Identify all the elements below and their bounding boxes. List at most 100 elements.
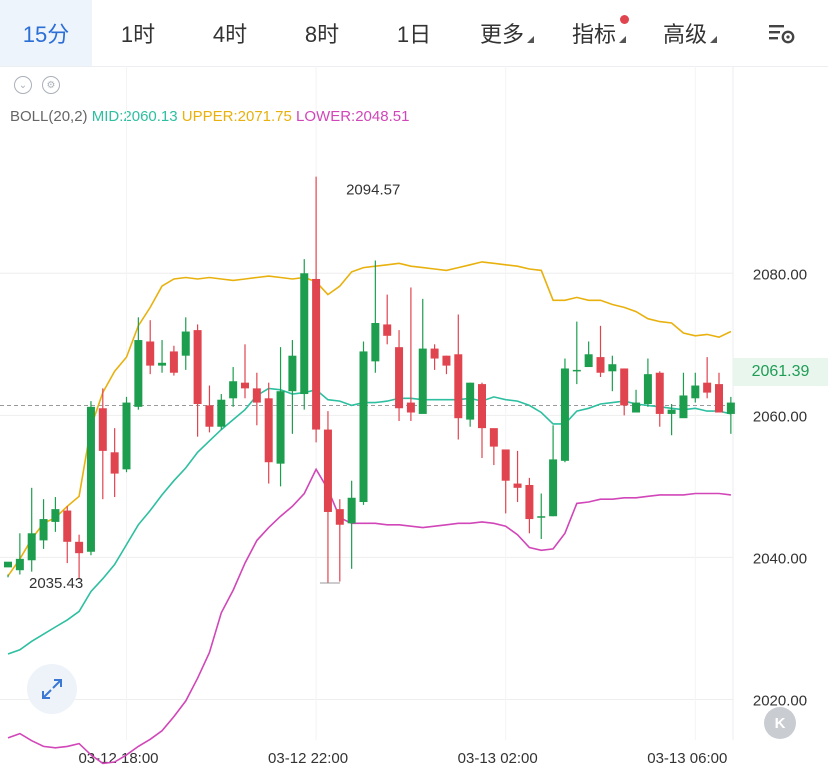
candle-up <box>86 406 95 552</box>
candle-up <box>347 497 356 524</box>
tab-1d[interactable]: 1日 <box>368 0 460 66</box>
candle-down <box>596 357 605 373</box>
candle-down <box>98 408 107 451</box>
candle-up <box>134 340 143 407</box>
candle-up <box>537 516 546 518</box>
min-price-label: 2035.43 <box>29 575 83 592</box>
candle-up <box>572 369 581 372</box>
expand-arrows-icon <box>42 679 62 699</box>
indicator-settings-icon[interactable]: ⚙ <box>42 76 60 94</box>
tab-15min[interactable]: 15分 <box>0 0 92 66</box>
candle-up <box>608 364 617 372</box>
dropdown-triangle-icon <box>710 36 717 43</box>
candle-up <box>27 533 36 561</box>
boll-name: BOLL(20,2) <box>10 108 88 125</box>
y-tick-label: 2080.00 <box>753 266 807 283</box>
candle-down <box>146 341 155 366</box>
candle-down <box>264 398 273 463</box>
candle-up <box>549 459 558 517</box>
tab-label: 1日 <box>396 22 432 47</box>
dropdown-triangle-icon <box>527 36 534 43</box>
y-tick-label: 2060.00 <box>753 408 807 425</box>
y-tick-label: 2020.00 <box>753 693 807 710</box>
boll-lower: LOWER:2048.51 <box>296 108 410 125</box>
kline-letter-icon: K <box>774 714 786 732</box>
candle-down <box>323 429 332 512</box>
candle-up <box>418 348 427 414</box>
tab-more[interactable]: 更多 <box>460 0 554 66</box>
candle-down <box>335 509 344 525</box>
candle-up <box>679 395 688 419</box>
candle-down <box>241 382 249 389</box>
candle-down <box>383 324 392 336</box>
tab-label: 1时 <box>120 22 156 47</box>
candle-up <box>643 374 652 404</box>
notification-dot-icon <box>620 15 629 24</box>
candle-down <box>442 355 451 366</box>
candle-up <box>726 402 735 414</box>
candle-up <box>288 355 297 392</box>
x-tick-label: 03-12 18:00 <box>78 750 158 767</box>
candle-up <box>691 385 700 399</box>
boll-mid-line <box>7 387 732 655</box>
indicator-controls: ⌄ ⚙ <box>14 76 60 94</box>
fullscreen-button[interactable] <box>27 664 77 714</box>
collapse-icon[interactable]: ⌄ <box>14 76 32 94</box>
tab-indicators[interactable]: 指标 <box>554 0 644 66</box>
x-tick-label: 03-13 02:00 <box>458 750 538 767</box>
candle-up <box>217 399 226 427</box>
candle-down <box>454 354 463 419</box>
candle-up <box>15 558 24 571</box>
candle-down <box>525 484 534 520</box>
kline-mode-button[interactable]: K <box>764 707 796 739</box>
tab-label: 指标 <box>571 22 616 47</box>
candle-down <box>75 541 84 554</box>
candle-down <box>205 405 214 427</box>
candle-up <box>560 368 569 461</box>
tab-label: 4时 <box>212 22 248 47</box>
candle-down <box>703 382 712 393</box>
candle-down <box>252 388 261 403</box>
last-price-tag: 2061.39 <box>733 358 828 386</box>
candle-down <box>395 347 404 409</box>
candle-up <box>466 382 475 420</box>
candle-down <box>715 384 723 413</box>
candle-up <box>371 323 380 362</box>
candle-up <box>667 409 676 414</box>
tab-label: 15分 <box>22 22 70 47</box>
tab-1h[interactable]: 1时 <box>92 0 184 66</box>
tab-label: 更多 <box>479 22 524 47</box>
boll-upper-line <box>7 261 732 577</box>
candle-down <box>513 483 522 488</box>
x-tick-label: 03-13 06:00 <box>647 750 727 767</box>
chart-settings-icon <box>769 25 795 44</box>
x-tick-label: 03-12 22:00 <box>268 750 348 767</box>
candle-up <box>158 362 167 366</box>
candle-up <box>51 509 60 522</box>
candle-down <box>193 330 202 404</box>
candle-down <box>489 428 498 447</box>
dropdown-triangle-icon <box>619 36 626 43</box>
tab-8h[interactable]: 8时 <box>276 0 368 66</box>
candle-down <box>655 372 664 414</box>
candle-up <box>229 381 238 399</box>
candle-down <box>110 452 119 474</box>
chart-settings-button[interactable] <box>736 0 828 66</box>
tab-4h[interactable]: 4时 <box>184 0 276 66</box>
candle-down <box>169 351 178 373</box>
max-price-label: 2094.57 <box>346 182 400 199</box>
candle-up <box>584 354 593 368</box>
candle-up <box>39 519 48 541</box>
candle-up <box>122 402 131 470</box>
candle-down <box>430 348 439 359</box>
candle-up <box>359 351 368 503</box>
candle-down <box>406 402 415 413</box>
boll-mid: MID:2060.13 <box>91 108 178 125</box>
last-price-label: 2061.39 <box>751 363 810 380</box>
candle-down <box>478 384 486 429</box>
tab-advanced[interactable]: 高级 <box>644 0 736 66</box>
boll-lower-line <box>7 467 731 765</box>
tab-label: 高级 <box>662 22 707 47</box>
tab-label: 8时 <box>304 22 340 47</box>
